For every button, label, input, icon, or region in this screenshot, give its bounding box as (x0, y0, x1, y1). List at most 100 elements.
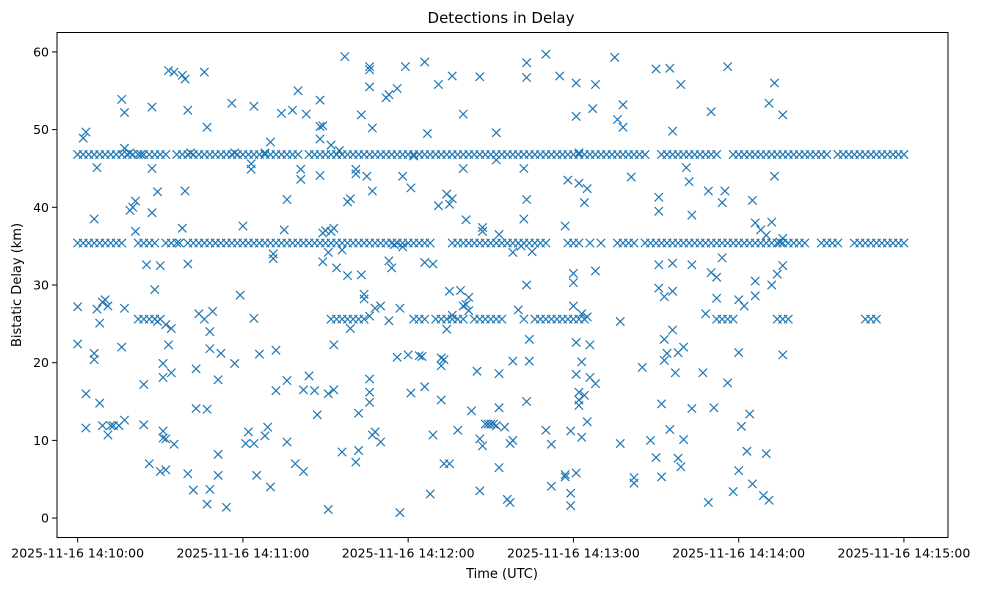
data-point-scattered (475, 72, 485, 82)
data-point-scattered (508, 435, 518, 446)
data-point-scattered (477, 226, 488, 237)
data-point-scattered (78, 133, 88, 143)
data-point-scattered (447, 310, 457, 320)
data-point-scattered (191, 403, 201, 414)
data-point-scattered (158, 433, 168, 443)
data-point-scattered (521, 396, 532, 407)
data-point-scattered (81, 423, 91, 433)
data-point-scattered (447, 194, 457, 204)
data-point-scattered (546, 481, 557, 491)
data-point-scattered (364, 65, 375, 75)
data-point-scattered (334, 145, 344, 156)
data-point-scattered (433, 201, 444, 211)
data-point-scattered (665, 424, 675, 435)
data-point-scattered (568, 278, 579, 288)
data-point-scattered (152, 187, 163, 197)
data-point-scattered (97, 420, 108, 431)
data-point-scattered (364, 374, 375, 384)
data-point-scattered (571, 111, 581, 122)
data-point-scattered (315, 121, 325, 132)
data-point-scattered (370, 303, 380, 313)
data-point-scattered (698, 368, 708, 378)
data-point-scattered (139, 379, 149, 390)
data-point-scattered (723, 378, 733, 388)
data-point-scattered (521, 58, 532, 68)
data-point-scattered (180, 186, 190, 196)
data-point-track-25.6km (359, 314, 369, 324)
data-point-scattered (202, 404, 212, 414)
data-point-track-46.8km (640, 149, 650, 160)
data-point-scattered (340, 51, 350, 62)
data-point-scattered (353, 408, 364, 418)
data-point-scattered (202, 499, 212, 509)
data-point-track-35.4km (629, 238, 639, 248)
data-point-scattered (158, 372, 168, 383)
data-point-scattered (585, 340, 595, 350)
data-point-scattered (769, 78, 780, 88)
data-point-scattered (213, 375, 223, 385)
data-point-scattered (728, 487, 738, 497)
data-point-track-25.6km (728, 314, 738, 324)
data-point-scattered (323, 389, 333, 399)
data-point-scattered (183, 469, 193, 479)
data-point-scattered (491, 128, 501, 138)
x-tick-label: 2025-11-16 14:14:00 (672, 546, 805, 561)
data-point-scattered (667, 325, 678, 335)
data-point-scattered (356, 270, 366, 280)
data-point-scattered (337, 245, 347, 255)
data-point-scattered (147, 163, 157, 174)
data-point-scattered (769, 171, 780, 181)
data-point-scattered (701, 309, 711, 319)
data-point-scattered (475, 486, 485, 496)
data-point-scattered (508, 356, 518, 366)
data-point-scattered (513, 305, 523, 315)
data-point-scattered (119, 303, 130, 313)
data-point-scattered (183, 259, 193, 269)
data-point-track-35.4km (541, 238, 551, 248)
data-point-scattered (574, 178, 584, 188)
data-point-scattered (230, 148, 240, 158)
data-point-scattered (169, 439, 179, 449)
data-point-scattered (392, 352, 402, 362)
data-point-scattered (574, 148, 584, 158)
data-point-scattered (571, 78, 581, 88)
data-point-scattered (119, 415, 130, 425)
data-point-scattered (439, 354, 449, 365)
data-point-scattered (579, 198, 590, 208)
data-point-scattered (384, 256, 394, 266)
data-point-scattered (384, 316, 394, 326)
data-point-scattered (271, 345, 281, 355)
data-point-scattered (298, 385, 309, 395)
data-point-scattered (95, 318, 105, 328)
data-point-scattered (574, 387, 584, 397)
data-point-scattered (92, 163, 102, 173)
x-tick-label: 2025-11-16 14:12:00 (342, 546, 475, 561)
data-point-scattered (356, 110, 366, 120)
data-point-scattered (125, 148, 135, 158)
data-point-scattered (651, 64, 661, 74)
data-point-scattered (185, 148, 196, 158)
data-point-scattered (117, 342, 127, 352)
data-point-scattered (95, 398, 105, 408)
data-point-scattered (420, 382, 430, 392)
data-point-scattered (183, 105, 193, 115)
data-point-scattered (268, 253, 278, 264)
data-point-scattered (166, 368, 176, 378)
data-point-scattered (367, 123, 377, 133)
data-point-track-46.8km (822, 149, 832, 160)
data-point-scattered (654, 206, 664, 216)
data-point-scattered (161, 434, 171, 444)
data-point-track-25.6km (783, 314, 793, 324)
data-point-scattered (323, 504, 333, 515)
data-point-scattered (301, 109, 311, 119)
data-point-scattered (158, 426, 168, 436)
data-point-scattered (282, 375, 292, 386)
data-point-scattered (720, 186, 730, 196)
data-point-scattered (560, 472, 570, 482)
data-point-scattered (205, 344, 215, 354)
data-point-scattered (221, 502, 232, 512)
data-point-scattered (249, 101, 259, 111)
data-point-scattered (464, 306, 474, 316)
data-point-scattered (461, 215, 471, 225)
